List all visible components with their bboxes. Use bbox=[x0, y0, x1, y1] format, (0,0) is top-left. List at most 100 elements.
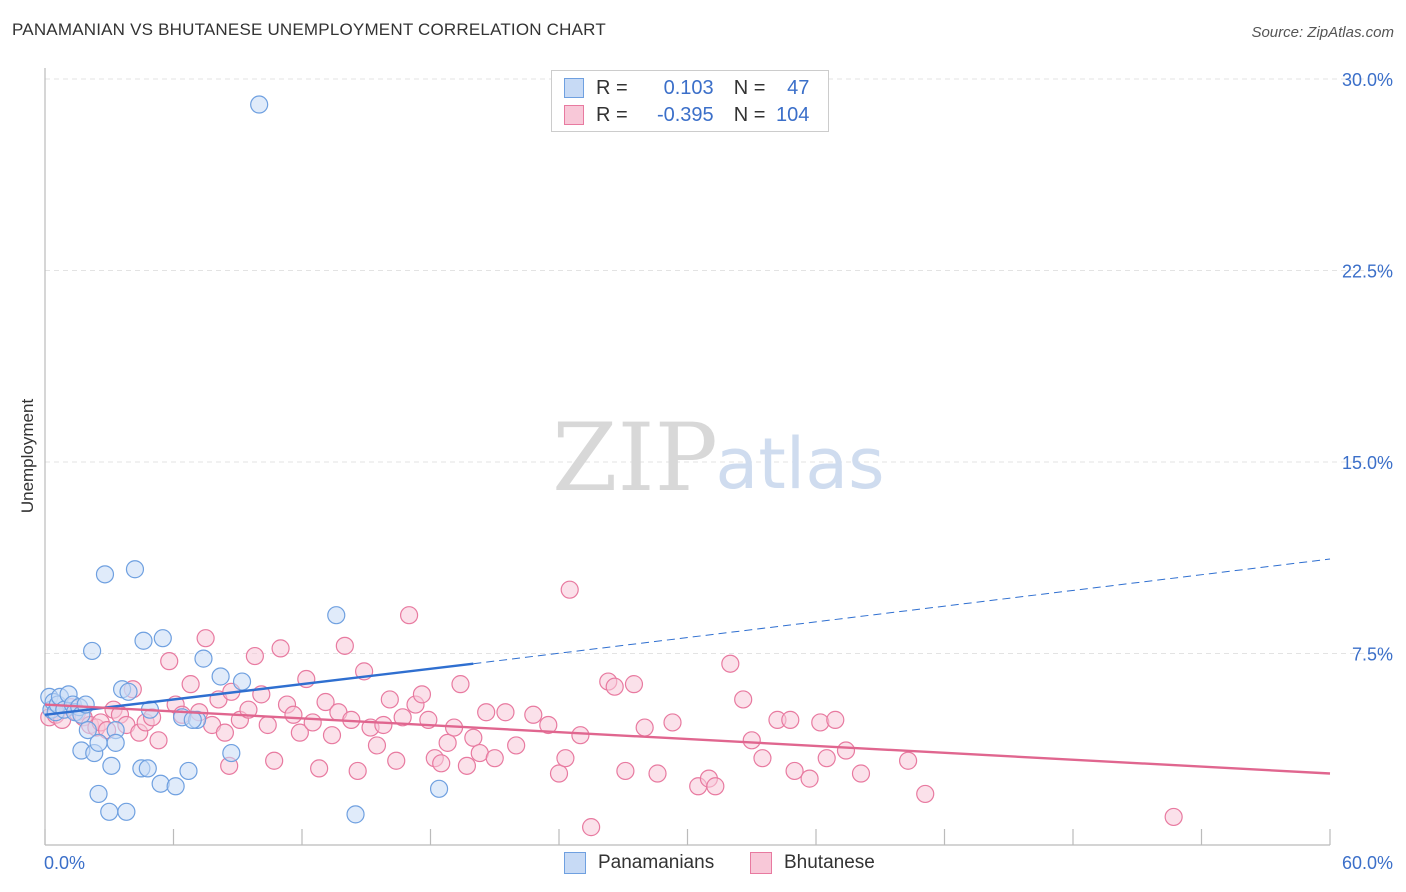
point-bhutanese bbox=[898, 751, 918, 770]
point-bhutanese bbox=[524, 705, 543, 724]
point-bhutanese bbox=[258, 715, 277, 735]
y-tick-label: 30.0% bbox=[1342, 70, 1393, 90]
point-bhutanese bbox=[451, 675, 470, 694]
series-swatch-panamanians bbox=[564, 852, 586, 874]
point-bhutanese bbox=[635, 718, 654, 737]
point-bhutanese bbox=[556, 749, 575, 768]
point-bhutanese bbox=[734, 690, 753, 709]
point-bhutanese bbox=[457, 756, 477, 775]
point-bhutanese bbox=[742, 731, 761, 750]
legend-r-value: -0.395 bbox=[656, 103, 714, 126]
point-bhutanese bbox=[399, 606, 419, 625]
series-legend-panamanians[interactable]: Panamanians bbox=[564, 852, 714, 874]
y-tick-label: 7.5% bbox=[1352, 645, 1393, 665]
point-bhutanese bbox=[196, 629, 215, 648]
point-bhutanese bbox=[851, 764, 871, 783]
point-bhutanese bbox=[826, 710, 845, 729]
point-bhutanese bbox=[215, 723, 234, 742]
legend-n-value: 47 bbox=[787, 76, 810, 99]
point-panamanians bbox=[106, 733, 125, 752]
point-bhutanese bbox=[432, 754, 451, 773]
legend-n-value: 104 bbox=[776, 103, 810, 126]
point-panamanians bbox=[222, 743, 241, 763]
chart-title: PANAMANIAN VS BHUTANESE UNEMPLOYMENT COR… bbox=[12, 20, 606, 39]
point-bhutanese bbox=[560, 580, 579, 599]
source-label: Source: ZipAtlas.com bbox=[1251, 24, 1394, 41]
point-bhutanese bbox=[271, 639, 290, 658]
series-swatch-bhutanese bbox=[750, 852, 772, 874]
point-bhutanese bbox=[916, 784, 935, 804]
point-bhutanese bbox=[438, 733, 457, 752]
y-tick-label: 15.0% bbox=[1342, 453, 1393, 473]
point-bhutanese bbox=[380, 690, 399, 709]
point-panamanians bbox=[250, 95, 269, 114]
point-panamanians bbox=[179, 761, 198, 781]
point-bhutanese bbox=[149, 731, 168, 750]
point-panamanians bbox=[83, 641, 102, 661]
y-tick-label: 22.5% bbox=[1342, 262, 1393, 282]
point-bhutanese bbox=[781, 710, 800, 729]
point-panamanians bbox=[211, 667, 230, 686]
trend-lines bbox=[44, 558, 1331, 775]
point-bhutanese bbox=[605, 677, 624, 696]
series-legend-bhutanese[interactable]: Bhutanese bbox=[750, 852, 875, 874]
legend-swatch-bhutanese bbox=[564, 105, 584, 125]
point-bhutanese bbox=[335, 636, 354, 655]
point-bhutanese bbox=[582, 818, 601, 837]
watermark-zip: ZIP bbox=[552, 404, 718, 513]
point-bhutanese bbox=[316, 692, 335, 712]
gridlines bbox=[45, 78, 1395, 654]
point-bhutanese bbox=[616, 761, 635, 781]
point-panamanians bbox=[119, 682, 138, 701]
x-tick-label-min: 0.0% bbox=[44, 853, 85, 873]
point-bhutanese bbox=[706, 777, 725, 796]
legend-r-value: 0.103 bbox=[663, 76, 714, 99]
point-panamanians bbox=[327, 606, 346, 625]
point-bhutanese bbox=[393, 708, 412, 727]
point-bhutanese bbox=[549, 764, 569, 783]
point-bhutanese bbox=[800, 769, 819, 788]
legend-row-panamanians: R = 0.103 N = 47 bbox=[564, 75, 809, 101]
point-bhutanese bbox=[496, 703, 515, 722]
point-bhutanese bbox=[539, 715, 558, 735]
point-panamanians bbox=[78, 720, 97, 740]
point-bhutanese bbox=[239, 700, 258, 719]
point-bhutanese bbox=[310, 759, 329, 778]
point-panamanians bbox=[153, 629, 172, 648]
point-bhutanese bbox=[374, 715, 393, 735]
trend-line-panamanians-extension bbox=[473, 558, 1331, 665]
point-bhutanese bbox=[785, 761, 804, 781]
data-points bbox=[40, 95, 1183, 837]
point-panamanians bbox=[89, 784, 108, 804]
point-bhutanese bbox=[477, 703, 496, 722]
point-bhutanese bbox=[387, 751, 406, 770]
point-bhutanese bbox=[836, 741, 856, 760]
point-panamanians bbox=[429, 779, 449, 798]
point-panamanians bbox=[125, 560, 145, 579]
point-bhutanese bbox=[811, 713, 830, 732]
series-label-panamanians: Panamanians bbox=[598, 852, 715, 873]
point-bhutanese bbox=[348, 761, 367, 781]
point-bhutanese bbox=[367, 736, 387, 755]
point-bhutanese bbox=[624, 675, 644, 694]
watermark-atlas: atlas bbox=[715, 423, 884, 505]
legend-row-bhutanese: R = -0.395 N = 104 bbox=[564, 102, 809, 128]
point-panamanians bbox=[151, 774, 170, 793]
tick-labels: 7.5% 15.0% 22.5% 30.0% 0.0% 60.0% bbox=[44, 70, 1393, 873]
x-tick-label-max: 60.0% bbox=[1342, 853, 1393, 873]
point-panamanians bbox=[232, 672, 252, 691]
point-bhutanese bbox=[464, 728, 483, 747]
legend-n-label: N = bbox=[733, 103, 766, 126]
point-bhutanese bbox=[160, 652, 179, 671]
trend-line-bhutanese bbox=[44, 703, 1331, 775]
point-panamanians bbox=[117, 802, 136, 821]
point-bhutanese bbox=[753, 749, 772, 768]
point-bhutanese bbox=[290, 723, 309, 742]
point-bhutanese bbox=[1164, 807, 1183, 827]
correlation-legend: R = 0.103 N = 47 R = -0.395 N = 104 bbox=[551, 70, 829, 132]
point-bhutanese bbox=[284, 705, 303, 724]
point-bhutanese bbox=[303, 713, 322, 732]
point-bhutanese bbox=[322, 726, 342, 745]
point-panamanians bbox=[100, 802, 119, 821]
legend-swatch-panamanians bbox=[564, 78, 584, 98]
